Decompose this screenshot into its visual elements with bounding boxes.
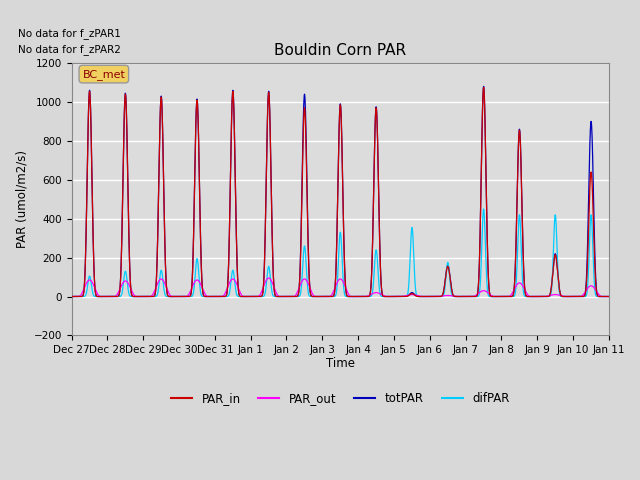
Text: No data for f_zPAR1: No data for f_zPAR1 [18,28,121,38]
difPAR [367,293,375,299]
PAR_out [557,293,565,299]
totPAR [367,280,375,286]
Line: totPAR: totPAR [72,86,609,297]
PAR_in [557,293,565,299]
totPAR [605,294,612,300]
Legend: PAR_in, PAR_out, totPAR, difPAR: PAR_in, PAR_out, totPAR, difPAR [166,388,515,410]
Line: PAR_out: PAR_out [72,278,609,297]
totPAR [497,294,504,300]
PAR_out [605,294,612,300]
PAR_in [68,294,76,300]
totPAR [573,294,580,300]
PAR_in [218,294,225,300]
difPAR [68,294,76,300]
totPAR [218,294,225,300]
PAR_out [218,294,225,300]
difPAR [497,294,504,300]
difPAR [573,294,580,300]
difPAR [356,294,364,300]
PAR_in [605,294,612,300]
totPAR [356,294,364,300]
PAR_out [497,294,504,300]
Title: Bouldin Corn PAR: Bouldin Corn PAR [274,43,406,58]
X-axis label: Time: Time [326,357,355,370]
totPAR [480,84,488,89]
Line: difPAR: difPAR [72,209,609,297]
PAR_out [367,291,375,297]
difPAR [480,206,488,212]
totPAR [557,293,565,299]
difPAR [218,294,225,300]
Text: BC_met: BC_met [83,69,125,80]
PAR_out [356,294,364,300]
PAR_in [573,294,580,300]
Y-axis label: PAR (umol/m2/s): PAR (umol/m2/s) [15,150,28,248]
PAR_in [480,84,488,90]
Text: No data for f_zPAR2: No data for f_zPAR2 [18,44,121,55]
Line: PAR_in: PAR_in [72,87,609,297]
PAR_out [573,294,580,300]
PAR_in [356,294,364,300]
PAR_in [367,280,375,286]
PAR_out [265,275,273,281]
PAR_in [497,294,504,300]
PAR_out [68,294,76,300]
difPAR [605,294,612,300]
difPAR [557,294,565,300]
totPAR [68,294,76,300]
